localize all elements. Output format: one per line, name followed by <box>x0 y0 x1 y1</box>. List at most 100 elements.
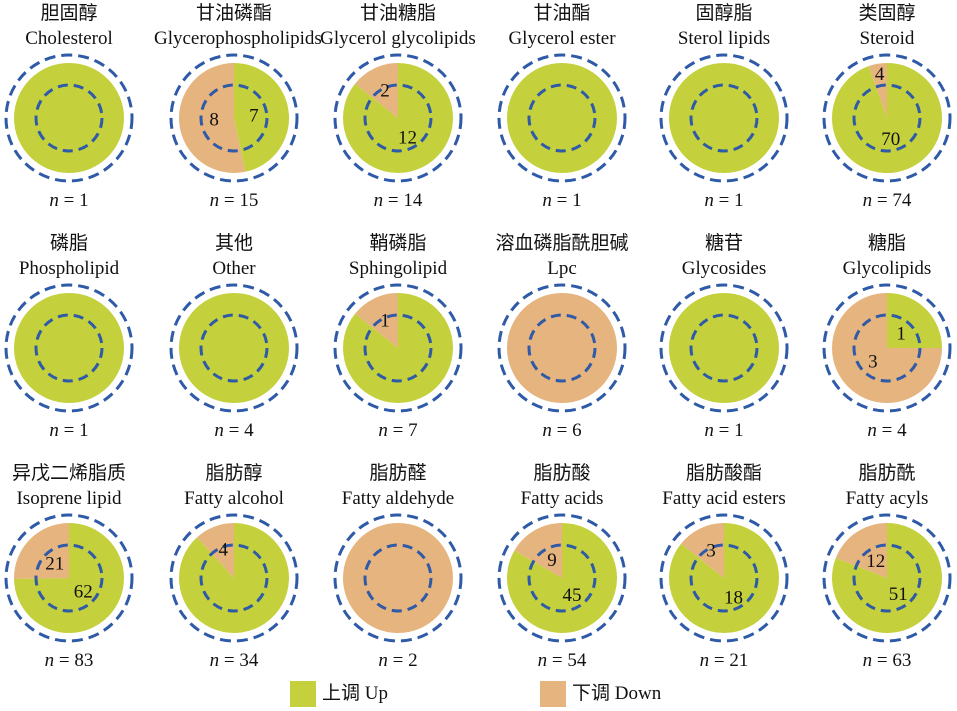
outer-dashed-ring <box>333 513 463 643</box>
panel-title-en: Glycerophospholipids <box>154 28 322 49</box>
outer-dashed-ring <box>169 53 299 183</box>
panel-sample-size: n = 1 <box>49 190 89 211</box>
pie-panel <box>497 283 627 413</box>
slice-label-down: 8 <box>209 110 219 131</box>
pie-slice-down <box>355 293 398 348</box>
panel-title-en: Glycolipids <box>842 258 932 279</box>
panel-sample-size: n = 83 <box>44 650 94 671</box>
panel-title-en: Phospholipid <box>18 258 120 279</box>
inner-dashed-ring <box>34 543 104 613</box>
legend: 上调 Up 下调 Down <box>0 680 957 710</box>
pie-slice-up <box>14 63 124 173</box>
inner-dashed-ring <box>363 313 433 383</box>
panel-sample-size: n = 1 <box>704 190 744 211</box>
inner-dashed-ring <box>689 543 759 613</box>
outer-dashed-ring <box>4 283 134 413</box>
panel-sample-size: n = 34 <box>209 650 259 671</box>
pie-slice-up <box>831 63 942 173</box>
inner-dashed-ring <box>199 543 269 613</box>
panel-title-cn: 鞘磷脂 <box>369 233 427 254</box>
pie-panel <box>4 283 134 413</box>
panel-sample-size: n = 1 <box>704 420 744 441</box>
legend-swatch-down <box>540 681 566 707</box>
pie-slice-down <box>835 523 887 578</box>
outer-dashed-ring <box>169 513 299 643</box>
inner-dashed-ring <box>199 313 269 383</box>
pie-panel <box>659 283 789 413</box>
panel-sample-size: n = 1 <box>542 190 582 211</box>
panel-title-cn: 糖脂 <box>867 233 906 254</box>
pie-panel <box>4 53 134 183</box>
outer-dashed-ring <box>659 513 789 643</box>
slice-label-down: 3 <box>868 352 878 373</box>
pie-slice-down <box>343 523 453 633</box>
inner-dashed-ring <box>363 543 433 613</box>
slice-label-down: 2 <box>380 81 390 102</box>
pie-panel: 70 4 <box>822 53 952 183</box>
outer-dashed-ring <box>822 283 952 413</box>
inner-dashed-ring <box>689 83 759 153</box>
panel-title-cn: 磷脂 <box>49 233 88 254</box>
panel-title-cn: 甘油糖脂 <box>359 3 436 24</box>
pie-slice-down <box>355 63 398 118</box>
pie-slice-up <box>887 293 942 348</box>
slice-label-up: 45 <box>563 585 582 606</box>
panel-title-en: Fatty acid esters <box>662 488 786 509</box>
pie-panel <box>497 53 627 183</box>
panel-title-en: Steroid <box>859 28 915 49</box>
pie-slice-up <box>669 523 780 633</box>
outer-dashed-ring <box>333 53 463 183</box>
panel-sample-size: n = 6 <box>542 420 582 441</box>
slice-label-down: 1 <box>380 311 390 332</box>
panel-sample-size: n = 21 <box>699 650 749 671</box>
inner-dashed-ring <box>527 83 597 153</box>
outer-dashed-ring <box>497 513 627 643</box>
panel-title-cn: 胆固醇 <box>40 3 98 24</box>
pie-panel: 18 3 <box>659 513 789 643</box>
pie-slice-up <box>831 523 942 633</box>
slice-label-down: 3 <box>706 541 716 562</box>
inner-dashed-ring <box>34 313 104 383</box>
inner-dashed-ring <box>199 83 269 153</box>
inner-dashed-ring <box>527 313 597 383</box>
slice-label-up: 62 <box>74 582 93 603</box>
outer-dashed-ring <box>169 283 299 413</box>
panel-title-cn: 甘油酯 <box>533 3 591 24</box>
slice-label-down: 9 <box>547 550 557 571</box>
pie-slice-up <box>14 293 124 403</box>
panel-title-cn: 类固醇 <box>858 3 916 24</box>
pie-slice-up <box>669 63 779 173</box>
panel-sample-size: n = 15 <box>209 190 259 211</box>
panel-title-cn: 糖苷 <box>704 233 743 254</box>
pie-panel: 1 <box>333 283 463 413</box>
slice-label-up: 51 <box>889 584 908 605</box>
outer-dashed-ring <box>822 53 952 183</box>
slice-label-up: 12 <box>398 127 417 148</box>
panel-sample-size: n = 63 <box>862 650 912 671</box>
outer-dashed-ring <box>4 53 134 183</box>
panel-title-cn: 脂肪酸 <box>533 463 591 484</box>
inner-dashed-ring <box>363 83 433 153</box>
slice-label-down: 12 <box>866 551 885 572</box>
panel-sample-size: n = 14 <box>373 190 423 211</box>
slice-label-up: 7 <box>249 105 259 126</box>
slice-label-up: 70 <box>881 129 900 150</box>
pie-slice-up <box>507 523 618 633</box>
panel-title-cn: 脂肪醇 <box>205 463 263 484</box>
pie-slice-up <box>234 62 290 172</box>
pie-slice-up <box>178 523 289 633</box>
panel-title-en: Fatty acyls <box>845 488 929 509</box>
pie-panel: 62 21 <box>4 513 134 643</box>
panel-title-en: Fatty alcohol <box>184 488 284 509</box>
slice-label-up: 1 <box>896 323 906 344</box>
pie-panel: 45 9 <box>497 513 627 643</box>
pie-slice-up <box>14 523 125 633</box>
panel-sample-size: n = 2 <box>378 650 418 671</box>
pie-slice-down <box>514 523 562 578</box>
pie-panel: 4 <box>169 513 299 643</box>
pie-slice-down <box>507 293 617 403</box>
inner-dashed-ring <box>689 313 759 383</box>
outer-dashed-ring <box>497 53 627 183</box>
